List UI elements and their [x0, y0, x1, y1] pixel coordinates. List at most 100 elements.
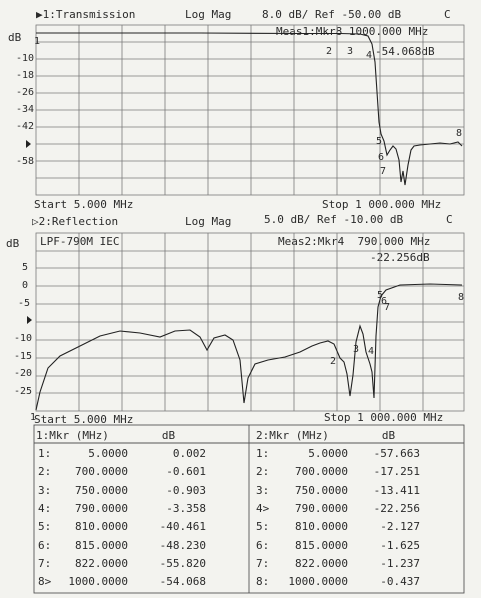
ch1-marker[interactable]: 6: [378, 152, 385, 163]
marker-frequency: 822.0000: [75, 556, 128, 570]
marker-value: -13.411: [373, 483, 420, 497]
marker-index: 5:: [256, 520, 270, 534]
marker-frequency: 815.0000: [75, 538, 128, 552]
ch1-marker[interactable]: 5: [376, 136, 383, 147]
marker-value: -0.437: [380, 575, 420, 589]
table2-header: 2:Mkr (MHz) dB: [256, 429, 396, 442]
ch2-tick-label: -10: [14, 333, 33, 344]
marker-value: -1.625: [380, 538, 420, 552]
ch1-meas-value: -54.068dB: [375, 45, 435, 58]
ch2-trace: [35, 283, 463, 411]
marker-value: -0.903: [166, 483, 206, 497]
marker-index: 8>: [38, 575, 52, 589]
ch1-unit: dB: [8, 31, 22, 44]
ch1-marker[interactable]: 2: [326, 46, 333, 57]
marker-index: 1:: [256, 447, 270, 460]
ch2-marker[interactable]: 1: [30, 412, 37, 423]
marker-value: -1.237: [380, 556, 420, 570]
ch2-marker[interactable]: 2: [330, 356, 337, 367]
ch2-marker[interactable]: 3: [353, 344, 360, 355]
marker-index: 4>: [256, 501, 270, 515]
ch2-meas: Meas2:Mkr4 790.000 MHz: [278, 235, 431, 248]
ch2-marker[interactable]: 6: [381, 296, 388, 307]
ch1-scale[interactable]: 8.0 dB/ Ref -50.00 dB: [262, 8, 402, 21]
ch2-grid: [35, 232, 465, 412]
marker-frequency: 810.0000: [75, 520, 128, 534]
marker-frequency: 700.0000: [75, 465, 128, 479]
ch1-tick-label: -10: [16, 53, 35, 64]
marker-value: -0.601: [166, 465, 206, 479]
ch2-tick-label: -5: [18, 298, 31, 309]
ch2-tick-label: 5: [22, 262, 29, 273]
ch1-cflag: C: [444, 8, 451, 21]
ch1-marker[interactable]: 7: [380, 166, 387, 177]
marker-value: -54.068: [159, 575, 206, 589]
ch1-tick-label: -34: [16, 104, 35, 115]
marker-value: -40.461: [159, 520, 206, 534]
ch1-format[interactable]: Log Mag: [185, 8, 232, 21]
marker-index: 6:: [38, 538, 52, 552]
ch2-scale[interactable]: 5.0 dB/ Ref -10.00 dB: [264, 213, 404, 226]
ch1-marker[interactable]: 4: [366, 50, 373, 61]
ch2-format[interactable]: Log Mag: [185, 215, 232, 228]
marker-value: -22.256: [373, 501, 420, 515]
ch2-title: LPF-790M IEC: [40, 235, 120, 248]
ch2-header[interactable]: ▷2:Reflection: [32, 215, 119, 228]
ref-arrow-icon: [27, 316, 32, 324]
marker-value: -48.230: [159, 538, 206, 552]
marker-index: 4:: [38, 501, 52, 515]
ch1-trace: [36, 32, 463, 186]
marker-frequency: 5.0000: [88, 447, 128, 460]
marker-frequency: 790.0000: [75, 501, 128, 515]
marker-frequency: 815.0000: [295, 538, 348, 552]
marker-index: 1:: [38, 447, 52, 460]
ch2-stop: Stop 1 000.000 MHz: [324, 411, 444, 424]
ch2-tick-label: -15: [14, 351, 33, 362]
ch2-unit: dB: [6, 237, 20, 250]
ch2-marker[interactable]: 7: [384, 302, 391, 313]
marker-index: 3:: [256, 483, 270, 497]
marker-frequency: 750.0000: [75, 483, 128, 497]
marker-value: -57.663: [373, 447, 420, 460]
ch1-marker[interactable]: 1: [34, 36, 41, 47]
ch1-start: Start 5.000 MHz: [34, 198, 134, 211]
marker-frequency: 700.0000: [295, 465, 348, 479]
ch2-tick-label: -20: [14, 368, 33, 379]
ch2-cflag: C: [446, 213, 453, 226]
marker-index: 2:: [256, 465, 270, 479]
ch2-tick-label: 0: [22, 280, 29, 291]
marker-index: 3:: [38, 483, 52, 497]
marker-value: 0.002: [172, 447, 206, 460]
ch1-tick-label: -42: [16, 121, 35, 132]
marker-index: 8:: [256, 575, 270, 589]
marker-frequency: 750.0000: [295, 483, 348, 497]
marker-table-frame: [33, 424, 465, 594]
marker-index: 7:: [256, 556, 270, 570]
ref-arrow-icon: [26, 140, 31, 148]
ch2-start: Start 5.000 MHz: [34, 413, 134, 426]
marker-frequency: 1000.0000: [68, 575, 128, 589]
marker-index: 7:: [38, 556, 52, 570]
marker-frequency: 822.0000: [295, 556, 348, 570]
ch2-tick-label: -25: [14, 386, 33, 397]
ch1-tick-label: -58: [16, 156, 35, 167]
marker-value: -55.820: [159, 556, 206, 570]
ch1-marker[interactable]: 3: [347, 46, 354, 57]
marker-frequency: 1000.0000: [288, 575, 348, 589]
marker-frequency: 810.0000: [295, 520, 348, 534]
marker-value: -3.358: [166, 501, 206, 515]
ch1-header[interactable]: ▶1:Transmission: [36, 8, 136, 21]
table1-header: 1:Mkr (MHz) dB: [36, 429, 176, 442]
marker-frequency: 790.0000: [295, 501, 348, 515]
ch1-marker[interactable]: 8: [456, 128, 463, 139]
ch1-stop: Stop 1 000.000 MHz: [322, 198, 442, 211]
ch2-marker[interactable]: 5: [377, 290, 384, 301]
ch2-marker[interactable]: 8: [458, 292, 465, 303]
ch2-marker[interactable]: 4: [368, 346, 375, 357]
ch1-tick-label: -18: [16, 70, 35, 81]
marker-value: -17.251: [373, 465, 420, 479]
marker-index: 5:: [38, 520, 52, 534]
marker-index: 2:: [38, 465, 52, 479]
ch2-meas-value: -22.256dB: [370, 251, 430, 264]
ch1-grid: [35, 24, 465, 196]
